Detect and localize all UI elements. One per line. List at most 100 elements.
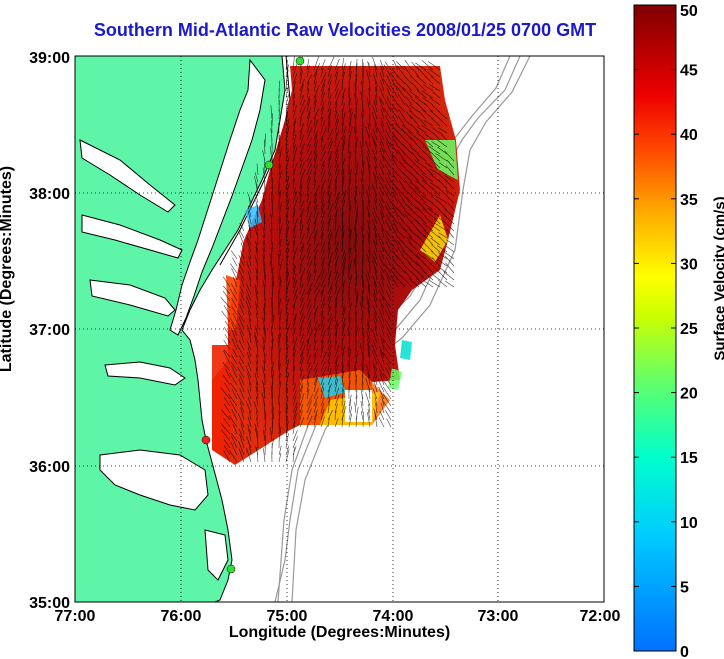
velocity-vector xyxy=(255,325,259,337)
velocity-vector xyxy=(313,255,317,267)
velocity-vector xyxy=(368,225,371,239)
velocity-vector xyxy=(395,123,406,134)
velocity-vector xyxy=(256,344,259,358)
colorbar-tick-label: 15 xyxy=(680,450,698,467)
velocity-vector xyxy=(415,219,427,232)
velocity-vector xyxy=(354,83,357,99)
velocity-vector xyxy=(313,211,319,225)
velocity-vector xyxy=(313,249,318,260)
velocity-vector xyxy=(327,101,332,113)
velocity-vector xyxy=(262,254,266,267)
velocity-vector xyxy=(373,377,378,393)
velocity-vector xyxy=(270,232,273,246)
velocity-vector xyxy=(292,402,298,414)
velocity-vector xyxy=(384,204,392,218)
velocity-vector xyxy=(264,423,266,435)
velocity-vector xyxy=(285,64,289,78)
velocity-vector xyxy=(385,303,392,316)
velocity-vector xyxy=(285,381,288,393)
velocity-vector xyxy=(320,297,325,309)
velocity-vector xyxy=(320,143,327,155)
velocity-vector xyxy=(354,238,357,253)
velocity-vector xyxy=(430,76,441,85)
velocity-vector xyxy=(220,297,231,309)
velocity-vector xyxy=(246,283,252,295)
velocity-vector xyxy=(334,163,339,176)
velocity-vector xyxy=(327,333,331,344)
velocity-vector xyxy=(368,92,371,106)
velocity-vector xyxy=(256,354,259,365)
velocity-vector xyxy=(391,104,399,113)
velocity-vector xyxy=(368,167,371,183)
velocity-vector xyxy=(285,445,290,456)
velocity-vector xyxy=(381,327,385,337)
velocity-vector xyxy=(446,196,455,204)
velocity-vector xyxy=(334,403,338,414)
velocity-vector xyxy=(371,350,378,365)
velocity-vector xyxy=(263,386,266,400)
velocity-vector xyxy=(292,390,297,400)
velocity-vector xyxy=(398,109,406,120)
velocity-vector xyxy=(292,360,295,372)
velocity-vector xyxy=(368,186,371,197)
velocity-vector xyxy=(306,95,310,106)
velocity-vector xyxy=(411,61,420,71)
velocity-vector xyxy=(264,303,266,316)
velocity-vector xyxy=(239,374,245,386)
velocity-vector xyxy=(379,345,385,358)
velocity-vector xyxy=(341,126,347,141)
velocity-vector xyxy=(245,301,252,316)
velocity-vector xyxy=(254,332,259,344)
velocity-vector xyxy=(417,126,427,134)
velocity-vector xyxy=(292,83,295,99)
velocity-vector xyxy=(334,259,337,274)
velocity-vector xyxy=(285,241,290,253)
y-tick-labels: 35:00 36:00 37:00 38:00 39:00 xyxy=(29,50,70,612)
velocity-vector xyxy=(334,355,339,365)
velocity-vector xyxy=(430,151,441,162)
velocity-vector xyxy=(334,219,337,232)
velocity-vector xyxy=(247,352,252,365)
velocity-vector xyxy=(355,59,358,71)
velocity-vector xyxy=(271,215,273,232)
velocity-vector xyxy=(362,412,364,428)
velocity-vector xyxy=(238,255,245,267)
velocity-vector xyxy=(398,93,406,106)
velocity-vector xyxy=(327,73,333,85)
velocity-vector xyxy=(382,78,392,92)
velocity-vector xyxy=(257,204,259,218)
velocity-vector xyxy=(390,243,399,253)
velocity-vector xyxy=(299,84,304,99)
velocity-vector xyxy=(230,283,238,295)
velocity-vector xyxy=(262,259,266,274)
velocity-vector xyxy=(222,290,231,302)
velocity-vector xyxy=(341,160,344,176)
velocity-vector xyxy=(327,64,332,78)
velocity-vector xyxy=(313,288,320,302)
velocity-vector xyxy=(292,342,296,358)
velocity-vector xyxy=(299,245,305,260)
velocity-vector xyxy=(379,135,385,148)
velocity-vector xyxy=(370,133,378,148)
velocity-vector xyxy=(313,204,318,218)
velocity-vector xyxy=(262,366,266,379)
velocity-vector xyxy=(270,105,273,120)
velocity-vector xyxy=(238,263,245,274)
velocity-vector xyxy=(415,96,427,106)
velocity-vector xyxy=(390,155,399,169)
velocity-vector xyxy=(418,117,427,127)
velocity-vector xyxy=(320,107,324,120)
velocity-vector xyxy=(255,181,259,197)
velocity-vector xyxy=(422,180,434,190)
velocity-vector xyxy=(334,169,340,183)
velocity-vector xyxy=(428,61,441,71)
velocity-vector xyxy=(247,424,252,435)
velocity-vector xyxy=(410,181,420,190)
velocity-vector xyxy=(380,108,385,120)
velocity-vector xyxy=(378,163,385,176)
velocity-vector xyxy=(278,279,282,295)
velocity-vector xyxy=(278,276,282,288)
station-marker xyxy=(201,435,211,445)
velocity-vector xyxy=(373,156,378,169)
velocity-vector xyxy=(306,256,311,267)
